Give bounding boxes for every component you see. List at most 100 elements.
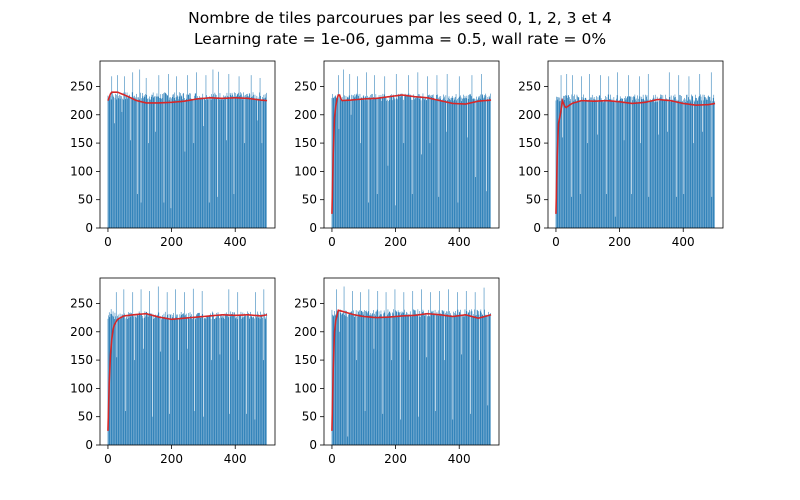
bar — [423, 98, 424, 228]
bar — [186, 94, 188, 228]
bar — [603, 102, 604, 228]
bar — [693, 143, 694, 228]
bar — [713, 94, 715, 228]
bar — [112, 311, 114, 445]
bar — [234, 318, 236, 445]
bar — [593, 97, 595, 228]
bar — [486, 316, 488, 445]
bar — [371, 94, 372, 228]
y-tick-label: 200 — [70, 325, 93, 339]
bar — [434, 313, 435, 445]
bar — [174, 92, 176, 228]
x-tick-label: 200 — [160, 235, 183, 249]
bar — [334, 96, 336, 228]
bar — [343, 101, 345, 228]
bar — [164, 316, 165, 445]
bar — [185, 99, 186, 228]
y-tick-label: 150 — [294, 136, 317, 150]
bar — [168, 313, 170, 445]
bar — [608, 76, 610, 228]
bar — [144, 311, 146, 445]
bar — [363, 95, 365, 228]
bar — [598, 95, 600, 228]
bar — [180, 311, 182, 445]
bar — [142, 96, 144, 228]
bar — [120, 95, 121, 228]
bar — [403, 292, 405, 445]
bar — [488, 316, 490, 445]
bar — [380, 314, 381, 445]
bar — [408, 93, 410, 228]
bar — [370, 313, 372, 445]
bar — [198, 312, 200, 445]
bar — [143, 317, 145, 445]
bar — [168, 74, 169, 228]
bar — [592, 100, 594, 228]
bar — [597, 134, 598, 228]
bar — [631, 194, 632, 228]
bar — [622, 98, 624, 228]
bar — [626, 98, 627, 228]
bar — [402, 312, 403, 445]
bar — [206, 316, 207, 445]
bar — [199, 99, 201, 228]
bar — [126, 315, 128, 445]
bar — [400, 419, 401, 445]
bar — [247, 96, 249, 228]
bar — [339, 309, 341, 445]
bar — [427, 95, 429, 228]
bar — [243, 95, 245, 228]
bar — [443, 311, 444, 445]
bar — [434, 100, 436, 228]
bar — [157, 286, 159, 445]
bar — [710, 100, 711, 228]
bar — [431, 95, 433, 228]
bar — [611, 98, 613, 228]
x-tick-label: 0 — [552, 235, 560, 249]
bar — [231, 313, 233, 445]
bar — [204, 318, 205, 445]
bar — [169, 97, 170, 228]
bar — [210, 96, 211, 228]
bar — [375, 311, 377, 445]
bar — [422, 312, 423, 445]
bar — [252, 92, 254, 228]
bar — [602, 100, 603, 228]
bar — [441, 310, 443, 445]
bar — [227, 95, 228, 228]
bar — [455, 96, 456, 228]
bar — [363, 314, 365, 445]
bar — [674, 97, 675, 228]
bar — [473, 316, 475, 445]
bar — [376, 97, 377, 228]
bar — [157, 96, 158, 228]
bar — [396, 98, 398, 228]
plot-area — [107, 286, 268, 445]
bar — [355, 310, 357, 445]
bar — [262, 317, 263, 445]
bar — [203, 98, 205, 228]
bar — [248, 318, 250, 445]
bar — [185, 98, 187, 228]
bar — [462, 316, 464, 445]
bar — [264, 98, 265, 228]
bar — [416, 96, 418, 228]
bar — [452, 97, 454, 228]
bar — [630, 96, 632, 228]
y-tick-label: 100 — [518, 164, 541, 178]
bar — [117, 316, 118, 445]
bar — [226, 140, 227, 228]
bar — [155, 314, 156, 445]
bar — [465, 98, 467, 228]
bar — [472, 314, 474, 445]
bar — [574, 94, 575, 228]
bar — [455, 311, 456, 445]
bar — [401, 311, 403, 445]
bar — [440, 315, 442, 445]
bar — [427, 316, 428, 445]
bar — [474, 292, 476, 445]
bar — [476, 96, 477, 228]
y-tick-label: 150 — [70, 136, 93, 150]
bar — [640, 96, 642, 228]
bar — [228, 74, 230, 228]
